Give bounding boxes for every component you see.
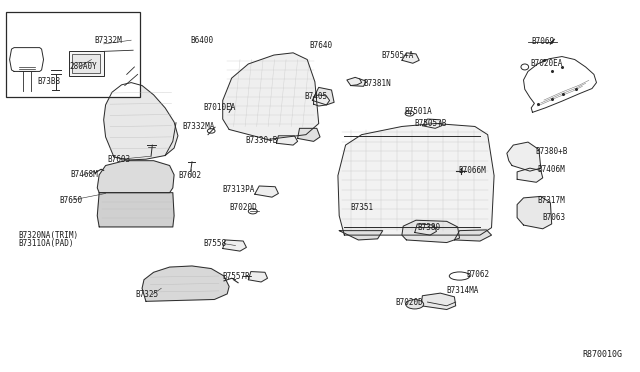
Text: B7558: B7558 (204, 239, 227, 248)
Text: 280A0Y: 280A0Y (69, 62, 97, 71)
Text: B7320NA(TRIM): B7320NA(TRIM) (18, 231, 78, 240)
Bar (72, 54, 100, 73)
Polygon shape (298, 128, 320, 141)
Text: B7468M: B7468M (70, 170, 98, 179)
Text: B7020EA: B7020EA (530, 60, 563, 68)
Text: B7381N: B7381N (363, 79, 390, 88)
Polygon shape (248, 272, 268, 282)
Polygon shape (421, 293, 456, 310)
Text: B7380+B: B7380+B (535, 147, 568, 156)
Polygon shape (97, 193, 174, 227)
Text: B7062: B7062 (466, 270, 489, 279)
Text: B7650: B7650 (59, 196, 82, 205)
Polygon shape (347, 77, 366, 86)
Polygon shape (338, 124, 494, 235)
Text: B7380: B7380 (417, 223, 440, 232)
Text: B6400: B6400 (191, 36, 214, 45)
Text: B7505+A: B7505+A (381, 51, 414, 60)
Polygon shape (402, 53, 419, 63)
Text: B7020D: B7020D (229, 203, 257, 212)
Polygon shape (10, 48, 44, 71)
Polygon shape (223, 53, 319, 140)
Polygon shape (402, 220, 460, 243)
Text: B7063: B7063 (543, 213, 566, 222)
Text: B7330+B: B7330+B (246, 136, 278, 145)
Polygon shape (339, 231, 383, 240)
Polygon shape (517, 168, 543, 182)
Polygon shape (415, 224, 436, 235)
Text: B7317M: B7317M (538, 196, 565, 205)
Bar (69, 51, 104, 76)
Polygon shape (276, 136, 298, 145)
Polygon shape (97, 161, 174, 193)
Text: B7406M: B7406M (538, 165, 565, 174)
Text: B7505+B: B7505+B (415, 119, 447, 128)
Polygon shape (142, 266, 229, 301)
Ellipse shape (406, 300, 424, 309)
Text: B7066M: B7066M (458, 166, 486, 175)
Text: B7069: B7069 (531, 37, 554, 46)
Text: R870010G: R870010G (582, 350, 622, 359)
Polygon shape (517, 196, 552, 229)
Text: B7020D: B7020D (396, 298, 423, 307)
Text: B7010EA: B7010EA (204, 103, 236, 112)
Polygon shape (223, 240, 246, 251)
Text: B7325: B7325 (136, 290, 159, 299)
Text: B7311OA(PAD): B7311OA(PAD) (18, 239, 74, 248)
Text: B7603: B7603 (108, 155, 131, 164)
Text: B7501A: B7501A (404, 107, 432, 116)
Text: B7332MA: B7332MA (182, 122, 215, 131)
Text: B7332M: B7332M (95, 36, 122, 45)
Text: B7405: B7405 (304, 92, 327, 101)
Text: B73B8: B73B8 (37, 77, 60, 86)
Polygon shape (454, 230, 492, 241)
Text: B7602: B7602 (178, 171, 201, 180)
Polygon shape (507, 142, 541, 171)
Polygon shape (422, 119, 442, 128)
Polygon shape (314, 95, 330, 106)
Text: B7351: B7351 (351, 203, 374, 212)
Polygon shape (104, 83, 178, 160)
Text: B7557R: B7557R (223, 272, 250, 280)
Text: B7314MA: B7314MA (447, 286, 479, 295)
Text: B7313PA: B7313PA (223, 185, 255, 194)
Text: B7640: B7640 (309, 41, 332, 50)
Bar (6, 12, 140, 97)
Polygon shape (255, 186, 278, 197)
Polygon shape (312, 87, 334, 105)
